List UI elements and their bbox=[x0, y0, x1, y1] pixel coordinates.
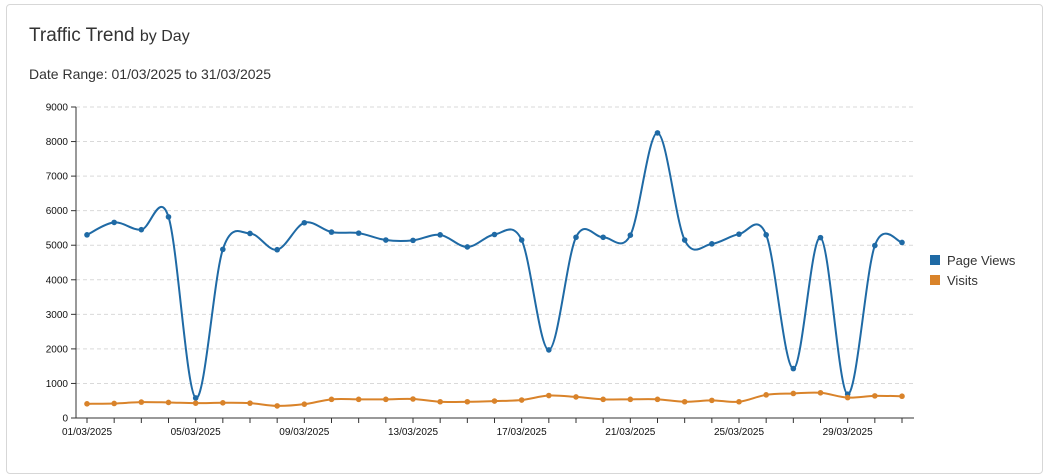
data-point-visits bbox=[681, 398, 688, 405]
data-point-page-views bbox=[790, 365, 797, 372]
series-line-page-views bbox=[86, 131, 903, 399]
data-point-visits bbox=[654, 396, 661, 403]
data-point-page-views bbox=[383, 237, 389, 243]
data-point-page-views bbox=[410, 237, 416, 244]
chart-title-sub: by Day bbox=[139, 28, 190, 45]
data-point-page-views bbox=[546, 347, 552, 353]
data-point-page-views bbox=[437, 232, 443, 238]
data-point-visits bbox=[220, 399, 226, 406]
data-point-visits bbox=[763, 392, 769, 398]
y-tick-label: 2000 bbox=[46, 344, 69, 355]
data-point-visits bbox=[546, 392, 552, 399]
data-point-visits bbox=[600, 396, 606, 403]
data-point-page-views bbox=[220, 246, 226, 253]
chart-legend: Page Views Visits bbox=[930, 250, 1015, 290]
legend-item-page-views[interactable]: Page Views bbox=[930, 250, 1015, 270]
legend-label-visits: Visits bbox=[947, 272, 978, 288]
data-point-visits bbox=[410, 396, 416, 402]
y-tick-label: 5000 bbox=[46, 241, 69, 252]
data-point-page-views bbox=[763, 232, 769, 238]
data-point-visits bbox=[573, 394, 579, 400]
data-point-page-views bbox=[84, 232, 90, 238]
y-tick-label: 0 bbox=[62, 414, 68, 425]
data-point-page-views bbox=[518, 237, 525, 243]
data-point-visits bbox=[247, 400, 253, 406]
data-point-page-views bbox=[464, 244, 471, 250]
data-point-visits bbox=[899, 393, 905, 400]
y-tick-label: 4000 bbox=[46, 275, 69, 286]
y-tick-label: 3000 bbox=[46, 310, 69, 321]
data-point-visits bbox=[165, 399, 172, 406]
legend-label-page-views: Page Views bbox=[947, 252, 1016, 268]
legend-swatch-page-views bbox=[930, 255, 940, 265]
data-point-visits bbox=[817, 389, 824, 396]
y-tick-label: 1000 bbox=[46, 379, 69, 390]
y-tick-label: 6000 bbox=[46, 206, 69, 217]
data-point-visits bbox=[192, 400, 199, 406]
data-point-page-views bbox=[627, 232, 634, 239]
data-point-page-views bbox=[111, 219, 117, 226]
legend-item-visits[interactable]: Visits bbox=[930, 270, 1015, 290]
data-point-visits bbox=[437, 398, 443, 405]
x-tick-label: 29/03/2025 bbox=[823, 427, 873, 438]
data-point-visits bbox=[736, 398, 742, 405]
data-point-visits bbox=[84, 401, 90, 407]
y-tick-label: 8000 bbox=[46, 137, 69, 148]
x-tick-label: 21/03/2025 bbox=[605, 427, 655, 438]
data-point-visits bbox=[709, 397, 715, 404]
data-point-page-views bbox=[709, 241, 715, 247]
data-point-visits bbox=[491, 398, 498, 404]
legend-swatch-visits bbox=[930, 275, 940, 285]
data-point-page-views bbox=[491, 231, 498, 238]
data-point-visits bbox=[111, 400, 117, 407]
data-point-page-views bbox=[247, 230, 253, 237]
chart-title: Traffic Trend by Day bbox=[29, 25, 190, 47]
data-point-visits bbox=[138, 399, 145, 405]
data-point-visits bbox=[383, 396, 389, 403]
x-tick-label: 09/03/2025 bbox=[279, 427, 329, 438]
chart-card: Traffic Trend by Day Date Range: 01/03/2… bbox=[6, 4, 1043, 474]
x-tick-label: 17/03/2025 bbox=[497, 427, 547, 438]
data-point-page-views bbox=[872, 242, 878, 249]
x-tick-label: 13/03/2025 bbox=[388, 427, 438, 438]
data-point-visits bbox=[355, 396, 362, 403]
x-tick-label: 01/03/2025 bbox=[62, 427, 112, 438]
data-point-page-views bbox=[165, 214, 172, 220]
x-tick-label: 05/03/2025 bbox=[171, 427, 221, 438]
data-point-page-views bbox=[681, 237, 688, 243]
data-point-visits bbox=[790, 390, 797, 397]
data-point-visits bbox=[518, 397, 525, 403]
data-point-visits bbox=[464, 398, 471, 405]
data-point-visits bbox=[301, 401, 308, 407]
y-tick-label: 7000 bbox=[46, 172, 69, 183]
chart-title-main: Traffic Trend bbox=[29, 25, 135, 46]
data-point-page-views bbox=[817, 234, 824, 241]
data-point-page-views bbox=[899, 239, 905, 246]
y-tick-label: 9000 bbox=[46, 103, 69, 114]
x-tick-label: 25/03/2025 bbox=[714, 427, 764, 438]
data-point-page-views bbox=[274, 246, 280, 253]
data-point-visits bbox=[274, 403, 280, 409]
data-point-page-views bbox=[355, 230, 362, 236]
data-point-page-views bbox=[301, 219, 308, 226]
data-point-visits bbox=[872, 393, 878, 399]
data-point-page-views bbox=[192, 395, 199, 401]
data-point-page-views bbox=[573, 234, 579, 241]
data-point-page-views bbox=[654, 130, 661, 136]
data-point-visits bbox=[627, 396, 634, 403]
data-point-page-views bbox=[138, 226, 145, 233]
data-point-page-views bbox=[736, 231, 742, 237]
data-point-page-views bbox=[600, 234, 606, 241]
data-point-visits bbox=[844, 394, 851, 401]
data-point-visits bbox=[328, 396, 335, 403]
date-range-text: Date Range: 01/03/2025 to 31/03/2025 bbox=[29, 66, 272, 82]
data-point-page-views bbox=[328, 229, 335, 235]
